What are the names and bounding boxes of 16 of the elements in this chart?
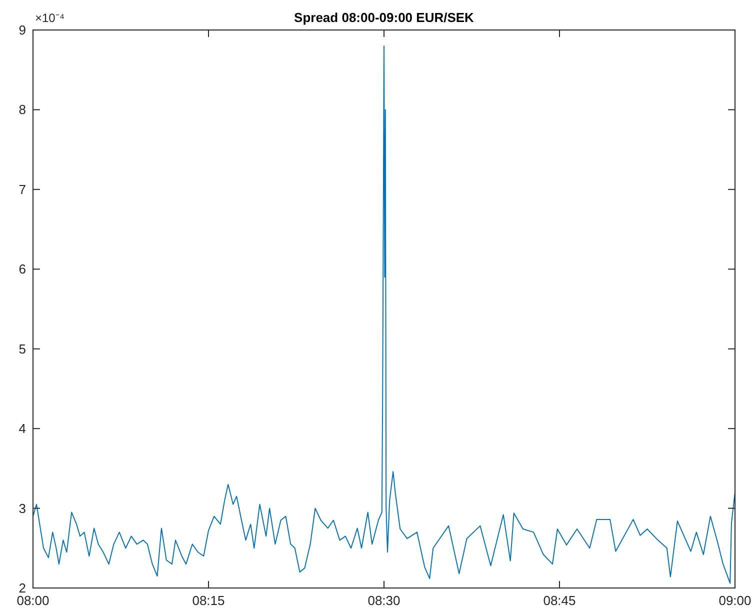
y-tick-label: 8 xyxy=(18,102,26,118)
x-tick-label: 08:00 xyxy=(16,593,50,608)
chart-title: Spread 08:00-09:00 EUR/SEK xyxy=(294,10,475,25)
x-tick-label: 08:30 xyxy=(368,593,400,608)
y-tick-label: 3 xyxy=(18,500,26,516)
x-tick-label: 08:45 xyxy=(543,593,576,608)
y-tick-label: 4 xyxy=(18,421,26,436)
y-tick-label: 2 xyxy=(18,580,26,596)
x-tick-label: 08:15 xyxy=(192,593,225,608)
line-series xyxy=(33,45,735,584)
y-tick-label: 9 xyxy=(18,22,26,38)
x-tick-label: 09:00 xyxy=(718,593,752,608)
y-tick-label: 5 xyxy=(18,341,26,356)
y-tick-label: 6 xyxy=(18,262,26,277)
y-tick-label: 7 xyxy=(18,182,26,197)
text: ×10⁻⁴ xyxy=(35,11,65,25)
